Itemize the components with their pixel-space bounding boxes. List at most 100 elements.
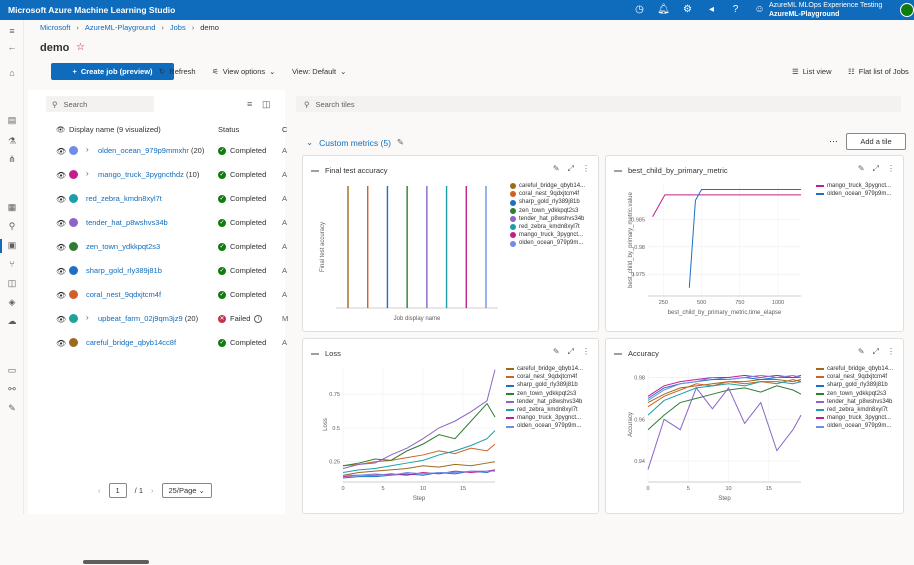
next-page-icon[interactable]: › xyxy=(151,486,154,495)
visibility-eye-icon[interactable]: 👁︎ xyxy=(56,267,67,276)
legend-item[interactable]: mango_truck_3pygnct... xyxy=(510,231,585,239)
endpoints-icon[interactable]: ☁ xyxy=(7,315,17,326)
smiley-icon[interactable]: ☺ xyxy=(754,4,765,15)
table-row[interactable]: 👁︎ coral_nest_9qdxjtcm4f ✓ Completed A xyxy=(28,286,287,306)
legend-item[interactable]: tender_hat_p8wshvs34b xyxy=(816,398,893,406)
more-options-icon[interactable]: ⋯ xyxy=(829,136,838,146)
flat-list-button[interactable]: ☷ Flat list of Jobs xyxy=(848,67,909,76)
bell-icon[interactable]: 🔔︎ xyxy=(657,4,670,15)
pencil-icon[interactable]: ✎ xyxy=(552,164,560,173)
scrollbar-thumb[interactable] xyxy=(83,560,149,564)
expand-icon[interactable]: ⤢ xyxy=(872,164,879,173)
col-extra[interactable]: C xyxy=(282,125,288,134)
more-vertical-icon[interactable]: ⋮ xyxy=(887,164,895,173)
legend-item[interactable]: sharp_gold_rly389j81b xyxy=(816,381,893,389)
drag-handle-icon[interactable] xyxy=(614,169,622,172)
chevron-right-icon[interactable]: › xyxy=(86,145,89,154)
pencil-icon[interactable]: ✎ xyxy=(857,347,865,356)
legend-item[interactable]: careful_bridge_qbyb14... xyxy=(510,182,585,190)
run-color-dot[interactable] xyxy=(69,146,78,155)
expand-icon[interactable]: ⤢ xyxy=(567,164,574,173)
view-selector[interactable]: View: Default ⌄ xyxy=(292,67,346,76)
table-row[interactable]: 👁︎ sharp_gold_rly389j81b ✓ Completed A xyxy=(28,262,287,282)
legend-item[interactable]: zen_town_ydkkpqt2s3 xyxy=(506,390,583,398)
run-color-dot[interactable] xyxy=(69,218,78,227)
job-name-link[interactable]: coral_nest_9qdxjtcm4f xyxy=(86,290,161,299)
view-options-button[interactable]: ⚟ View options ⌄ xyxy=(212,67,275,76)
avatar[interactable] xyxy=(900,3,914,17)
legend-item[interactable]: coral_nest_9qdxjtcm4f xyxy=(506,373,583,381)
legend-item[interactable]: mango_truck_3pygnct... xyxy=(506,414,583,422)
visibility-eye-icon[interactable]: 👁︎ xyxy=(56,315,67,324)
legend-item[interactable]: olden_ocean_979p9m... xyxy=(816,422,893,430)
legend-item[interactable]: mango_truck_3pygnct... xyxy=(816,414,893,422)
linked-services-icon[interactable]: ⚯ xyxy=(8,383,16,394)
more-vertical-icon[interactable]: ⋮ xyxy=(887,347,895,356)
breadcrumb-item[interactable]: Microsoft xyxy=(40,23,71,32)
designer-icon[interactable]: ⋔ xyxy=(8,153,16,164)
favorite-star-icon[interactable]: ☆ xyxy=(76,42,85,53)
history-icon[interactable]: ◷ xyxy=(635,4,644,15)
run-color-dot[interactable] xyxy=(69,314,78,323)
legend-item[interactable]: olden_ocean_979p9m... xyxy=(816,190,891,198)
legend-item[interactable]: tender_hat_p8wshvs34b xyxy=(510,215,585,223)
run-color-dot[interactable] xyxy=(69,242,78,251)
more-vertical-icon[interactable]: ⋮ xyxy=(582,164,590,173)
legend-item[interactable]: coral_nest_9qdxjtcm4f xyxy=(510,190,585,198)
visibility-eye-icon[interactable]: 👁︎ xyxy=(56,291,67,300)
run-color-dot[interactable] xyxy=(69,170,78,179)
notebook-icon[interactable]: ▤ xyxy=(7,114,17,125)
job-name-link[interactable]: zen_town_ydkkpqt2s3 xyxy=(86,242,160,251)
visibility-eye-icon[interactable]: 👁︎ xyxy=(56,171,67,180)
visibility-eye-icon[interactable]: 👁︎ xyxy=(56,219,67,228)
jobs-icon[interactable]: ⚲ xyxy=(8,220,16,231)
legend-item[interactable]: sharp_gold_rly389j81b xyxy=(506,381,583,389)
page-size-select[interactable]: 25/Page ⌄ xyxy=(161,483,212,498)
job-name-link[interactable]: mango_truck_3pygncthdz (10) xyxy=(98,170,199,179)
expand-icon[interactable]: ⤢ xyxy=(567,347,574,356)
table-row[interactable]: 👁︎ › upbeat_farm_02j9qm3jz9 (20) ✕ Failed i M xyxy=(28,310,288,330)
components-icon[interactable]: ▣ xyxy=(7,239,17,250)
table-row[interactable]: 👁︎ tender_hat_p8wshvs34b ✓ Completed A xyxy=(28,214,287,234)
compute-icon[interactable]: ▭ xyxy=(7,364,17,375)
visibility-eye-icon[interactable]: 👁︎ xyxy=(56,339,67,348)
custom-metrics-section-toggle[interactable]: ⌄ Custom metrics (5) ✎ xyxy=(306,137,404,148)
legend-item[interactable]: tender_hat_p8wshvs34b xyxy=(506,398,583,406)
legend-item[interactable]: mango_truck_3pygnct... xyxy=(816,182,891,190)
info-icon[interactable]: i xyxy=(254,314,263,323)
run-color-dot[interactable] xyxy=(69,194,78,203)
megaphone-icon[interactable]: ◂ xyxy=(708,4,715,15)
legend-item[interactable]: zen_town_ydkkpqt2s3 xyxy=(510,207,585,215)
jobs-search-input[interactable]: ⚲ Search xyxy=(46,96,154,112)
legend-item[interactable]: careful_bridge_qbyb14... xyxy=(506,365,583,373)
tiles-search-input[interactable]: ⚲ Search tiles xyxy=(296,96,901,112)
user-info[interactable]: AzureML MLOps Experience Testing AzureML… xyxy=(769,1,882,19)
list-view-button[interactable]: ☰ List view xyxy=(792,67,832,76)
chevron-right-icon[interactable]: › xyxy=(86,313,89,322)
visibility-eye-icon[interactable]: 👁︎ xyxy=(56,195,67,204)
datastores-icon[interactable]: ✎ xyxy=(8,402,16,413)
gear-icon[interactable]: ⚙ xyxy=(683,4,692,15)
pipelines-icon[interactable]: ⑂ xyxy=(9,259,15,269)
help-icon[interactable]: ? xyxy=(732,4,739,15)
legend-item[interactable]: olden_ocean_979p9m... xyxy=(506,422,583,430)
legend-item[interactable]: red_zebra_kmdn8xyl7t xyxy=(510,223,585,231)
visibility-eye-icon[interactable]: 👁︎ xyxy=(56,125,66,134)
breadcrumb-item[interactable]: AzureML-Playground xyxy=(84,23,156,32)
job-name-link[interactable]: tender_hat_p8wshvs34b xyxy=(86,218,168,227)
hamburger-icon[interactable]: ≡ xyxy=(9,26,15,36)
environments-icon[interactable]: ◫ xyxy=(7,277,17,288)
data-icon[interactable]: ▦ xyxy=(7,201,17,212)
run-color-dot[interactable] xyxy=(69,290,78,299)
column-settings-icon[interactable]: ◫ xyxy=(262,99,271,109)
table-row[interactable]: 👁︎ careful_bridge_qbyb14cc8f ✓ Completed A xyxy=(28,334,287,354)
legend-item[interactable]: coral_nest_9qdxjtcm4f xyxy=(816,373,893,381)
legend-item[interactable]: olden_ocean_979p9m... xyxy=(510,239,585,247)
pencil-icon[interactable]: ✎ xyxy=(857,164,865,173)
drag-handle-icon[interactable] xyxy=(614,352,622,355)
table-row[interactable]: 👁︎ red_zebra_kmdn8xyl7t ✓ Completed A xyxy=(28,190,287,210)
legend-item[interactable]: zen_town_ydkkpqt2s3 xyxy=(816,390,893,398)
col-display-name[interactable]: Display name (9 visualized) xyxy=(69,125,161,134)
visibility-eye-icon[interactable]: 👁︎ xyxy=(56,147,67,156)
table-row[interactable]: 👁︎ › mango_truck_3pygncthdz (10) ✓ Completed… xyxy=(28,166,287,186)
